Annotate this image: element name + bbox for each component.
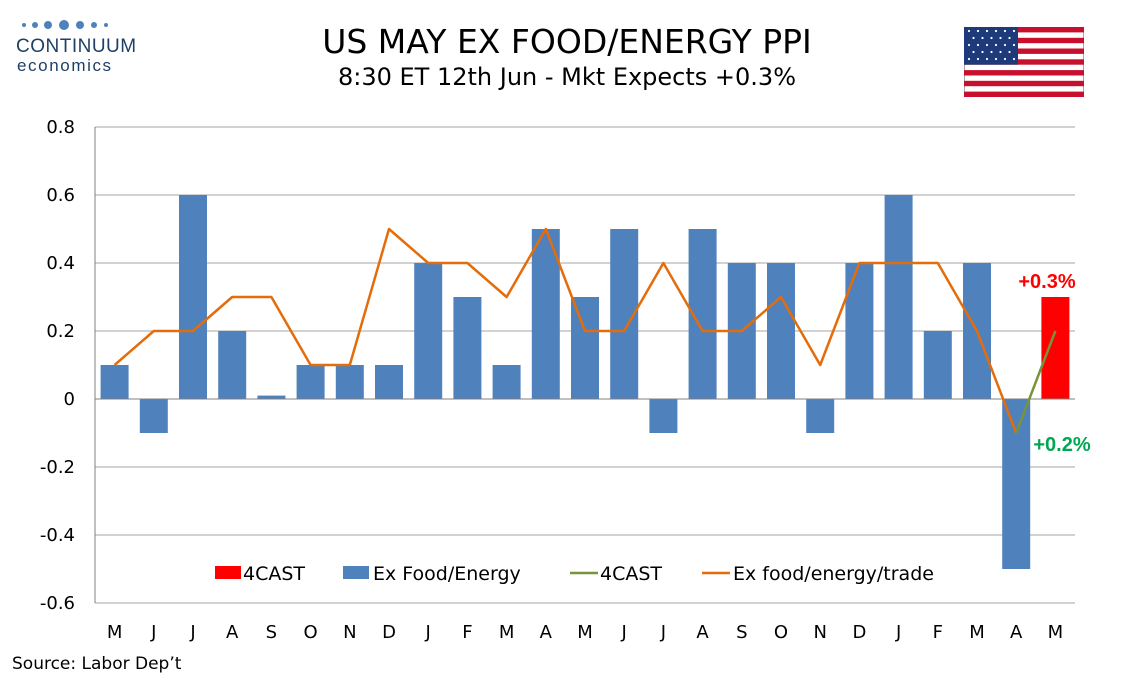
chart-subtitle: 8:30 ET 12th Jun - Mkt Expects +0.3% bbox=[337, 63, 796, 91]
x-tick-label: J bbox=[150, 622, 156, 643]
bar-ex-food-energy bbox=[218, 331, 247, 399]
x-tick-label: S bbox=[736, 622, 747, 643]
logo-name: CONTINUUM bbox=[16, 36, 137, 57]
x-tick-label: M bbox=[107, 622, 123, 643]
bar-4cast bbox=[1041, 297, 1070, 399]
y-tick-label: 0 bbox=[64, 389, 75, 410]
y-tick-label: 0.6 bbox=[46, 185, 75, 206]
x-tick-label: A bbox=[696, 622, 709, 643]
source-note: Source: Labor Dep’t bbox=[12, 654, 182, 674]
x-tick-label: S bbox=[266, 622, 277, 643]
bar-ex-food-energy bbox=[571, 297, 599, 399]
x-tick-label: M bbox=[1048, 622, 1064, 643]
x-tick-label: J bbox=[425, 622, 431, 643]
bar-ex-food-energy bbox=[296, 365, 325, 399]
bar-ex-food-energy bbox=[179, 195, 207, 399]
bar-ex-food-energy bbox=[375, 365, 403, 399]
line-ex-food-energy-trade bbox=[113, 227, 1018, 434]
bar-ex-food-energy bbox=[806, 399, 835, 433]
y-tick-label: 0.4 bbox=[46, 253, 75, 274]
logo: CONTINUUM economics bbox=[14, 14, 144, 84]
bar-ex-food-energy bbox=[923, 331, 952, 399]
x-tick-label: A bbox=[226, 622, 239, 643]
x-tick-label: J bbox=[621, 622, 627, 643]
us-flag-icon bbox=[964, 27, 1084, 97]
x-tick-label: N bbox=[813, 622, 826, 643]
bar-ex-food-energy bbox=[767, 263, 795, 399]
x-tick-label: M bbox=[969, 622, 985, 643]
chart-title: US MAY EX FOOD/ENERGY PPI bbox=[322, 22, 812, 61]
x-tick-label: M bbox=[577, 622, 593, 643]
legend-label-4cast-line: 4CAST bbox=[600, 563, 662, 585]
legend-label-ex-food-energy: Ex Food/Energy bbox=[373, 563, 521, 585]
logo-dots-icon bbox=[22, 20, 108, 30]
bar-ex-food-energy bbox=[884, 195, 913, 399]
logo-sub: economics bbox=[17, 56, 113, 75]
legend-label-ex-food-energy-trade: Ex food/energy/trade bbox=[733, 563, 934, 585]
x-tick-label: O bbox=[774, 622, 788, 643]
x-tick-label: O bbox=[304, 622, 318, 643]
bar-ex-food-energy bbox=[1002, 399, 1031, 569]
bar-ex-food-energy bbox=[100, 365, 129, 399]
bar-ex-food-energy bbox=[257, 395, 286, 399]
annotation-4cast-bar: +0.3% bbox=[1018, 271, 1075, 293]
x-tick-label: A bbox=[540, 622, 553, 643]
x-tick-label: A bbox=[1010, 622, 1023, 643]
bar-ex-food-energy bbox=[531, 229, 560, 399]
x-tick-label: F bbox=[462, 622, 472, 643]
x-tick-label: J bbox=[189, 622, 195, 643]
legend-label-4cast-bar: 4CAST bbox=[243, 563, 305, 585]
annotation-4cast-line: +0.2% bbox=[1033, 434, 1090, 456]
x-tick-label: N bbox=[343, 622, 356, 643]
x-tick-label: M bbox=[499, 622, 515, 643]
y-tick-label: 0.8 bbox=[46, 117, 75, 138]
bar-ex-food-energy bbox=[139, 399, 168, 433]
x-tick-label: F bbox=[933, 622, 943, 643]
y-tick-label: -0.6 bbox=[40, 593, 75, 614]
legend-swatch-ex-food-energy bbox=[343, 566, 369, 579]
bar-ex-food-energy bbox=[492, 365, 521, 399]
bar-ex-food-energy bbox=[335, 365, 364, 399]
bar-ex-food-energy bbox=[845, 263, 874, 399]
line-4cast bbox=[1015, 330, 1057, 434]
bar-ex-food-energy bbox=[453, 297, 482, 399]
y-tick-label: -0.2 bbox=[40, 457, 75, 478]
x-tick-label: J bbox=[660, 622, 666, 643]
bar-ex-food-energy bbox=[414, 263, 443, 399]
x-tick-label: D bbox=[852, 622, 866, 643]
y-tick-label: -0.4 bbox=[40, 525, 75, 546]
bar-ex-food-energy bbox=[649, 399, 678, 433]
x-tick-label: D bbox=[382, 622, 396, 643]
x-tick-label: J bbox=[895, 622, 901, 643]
y-tick-label: 0.2 bbox=[46, 321, 75, 342]
legend-swatch-4cast-bar bbox=[215, 566, 241, 579]
flag-stars bbox=[967, 29, 1016, 61]
